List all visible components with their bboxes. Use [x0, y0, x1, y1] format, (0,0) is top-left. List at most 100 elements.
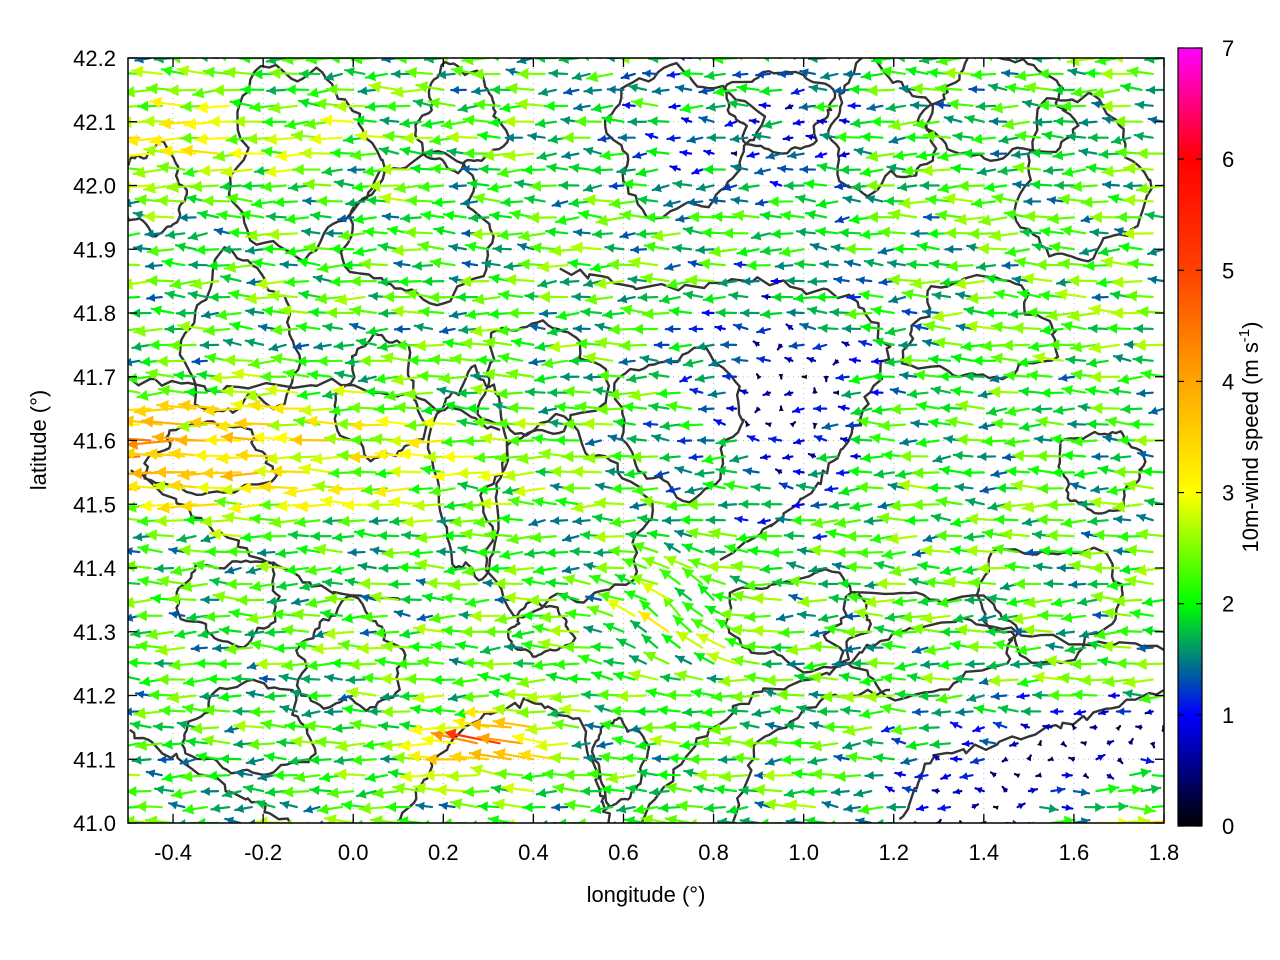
wind-vector [1114, 58, 1143, 64]
wind-vector [428, 354, 456, 366]
wind-vector [1098, 149, 1121, 160]
wind-vector [739, 308, 760, 318]
wind-vector [584, 438, 603, 447]
wind-vector [706, 133, 726, 143]
wind-vector [659, 673, 681, 683]
wind-vector [952, 788, 963, 795]
wind-vector [681, 601, 704, 617]
wind-vector [465, 403, 490, 414]
wind-vector [778, 482, 794, 490]
wind-vector [358, 258, 389, 271]
wind-vector [1035, 772, 1042, 778]
wind-vector [1061, 771, 1073, 779]
wind-vector [838, 117, 850, 125]
wind-vector [668, 341, 693, 352]
wind-vector [475, 354, 501, 366]
wind-vector [1050, 467, 1076, 478]
wind-vector [866, 103, 884, 112]
wind-vector [642, 420, 659, 429]
wind-vector [577, 817, 603, 823]
wind-vector [741, 276, 760, 286]
wind-vector [784, 799, 817, 812]
wind-vector [1129, 803, 1157, 816]
wind-vector [197, 629, 220, 639]
wind-vector [189, 722, 220, 735]
wind-vector [1021, 272, 1053, 285]
wind-vector [281, 624, 310, 636]
wind-vector [694, 769, 726, 782]
wind-vector [325, 306, 355, 319]
wind-vector [803, 660, 828, 672]
wind-vector [977, 452, 997, 462]
wind-vector [562, 769, 591, 781]
wind-vector [574, 401, 603, 413]
wind-vector [708, 723, 738, 736]
wind-vector [562, 574, 591, 586]
wind-vector [679, 103, 704, 114]
wind-vector [1069, 481, 1087, 491]
wind-vector [970, 69, 997, 81]
wind-vector [963, 371, 985, 382]
wind-vector [819, 690, 850, 703]
wind-vector [706, 560, 738, 573]
wind-vector [323, 432, 355, 445]
wind-vector [334, 370, 355, 380]
wind-vector [493, 577, 524, 590]
wind-vector [788, 341, 805, 350]
wind-vector [987, 82, 1008, 92]
wind-vector [992, 721, 1008, 730]
wind-vector [726, 804, 749, 815]
wind-vector [922, 130, 952, 142]
wind-vector [299, 581, 321, 592]
wind-vector [307, 87, 332, 98]
wind-vector [595, 403, 625, 416]
wind-vector [503, 149, 535, 162]
wind-vector [380, 754, 400, 764]
wind-vector [935, 692, 963, 704]
wind-vector [1117, 784, 1144, 796]
wind-vector [390, 373, 422, 386]
wind-vector [244, 307, 265, 317]
wind-vector [939, 626, 963, 637]
wind-vector [829, 307, 850, 318]
wind-vector [218, 625, 242, 636]
wind-vector [813, 435, 828, 443]
wind-vector [847, 101, 862, 110]
wind-vector [726, 405, 738, 412]
wind-vector [295, 355, 321, 367]
wind-vector [189, 180, 220, 193]
wind-vector [298, 98, 321, 108]
wind-vector [223, 66, 253, 79]
wind-vector [1087, 323, 1109, 334]
wind-vector [470, 227, 501, 241]
wind-vector [697, 736, 726, 749]
wind-vector [697, 404, 715, 414]
wind-vector [888, 135, 907, 145]
wind-vector [1144, 210, 1164, 221]
wind-vector [1048, 339, 1076, 351]
wind-vector [212, 590, 242, 603]
wind-vector [717, 278, 738, 288]
wind-vector [308, 754, 332, 766]
wind-vector [571, 71, 591, 81]
wind-vector [989, 771, 997, 778]
wind-vector [128, 167, 141, 171]
wind-vector [476, 732, 524, 745]
wind-vector [496, 166, 524, 178]
wind-vector [912, 323, 929, 332]
wind-vector [182, 803, 208, 815]
wind-vector [935, 530, 963, 542]
wind-vector [594, 336, 625, 349]
wind-vector [302, 178, 332, 191]
wind-vector [904, 515, 929, 526]
wind-vector [685, 274, 715, 287]
wind-vector [360, 611, 389, 623]
wind-vector [989, 374, 1008, 383]
wind-vector [979, 485, 997, 494]
wind-vector [357, 819, 377, 823]
wind-vector [349, 305, 377, 317]
wind-vector [374, 656, 400, 667]
wind-vector [1135, 528, 1164, 541]
wind-vector [521, 576, 546, 587]
wind-vector [393, 609, 411, 618]
